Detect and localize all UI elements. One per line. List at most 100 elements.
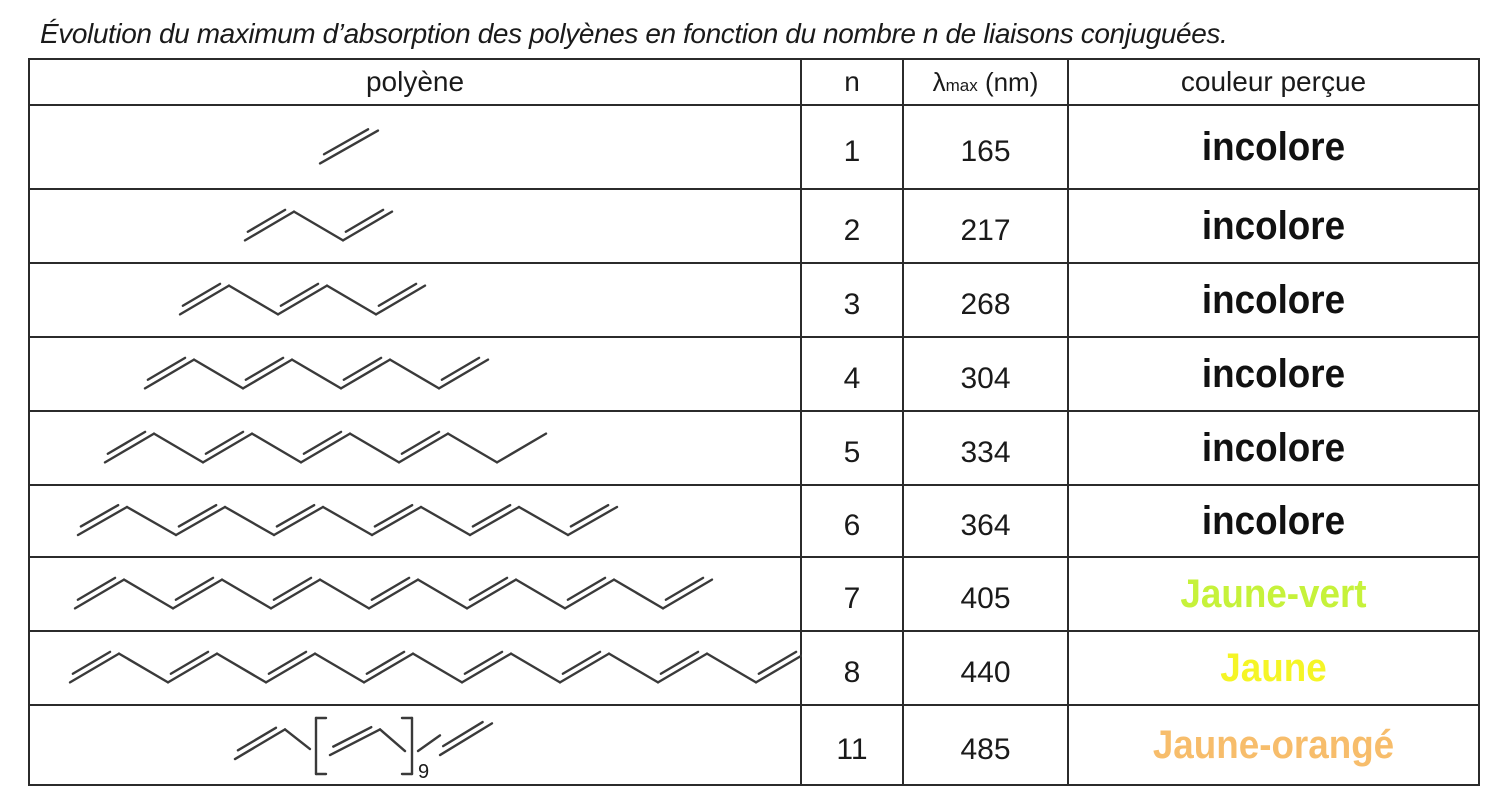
double-bond bbox=[76, 505, 129, 537]
lambda-unit: (nm) bbox=[977, 66, 1039, 97]
double-bond bbox=[269, 578, 322, 610]
lambda-symbol: λ bbox=[932, 66, 946, 97]
double-bond bbox=[463, 650, 504, 675]
double-bond bbox=[659, 650, 700, 675]
header-row: polyène n λmax (nm) couleur perçue bbox=[28, 58, 1480, 106]
polyene-structure bbox=[28, 104, 802, 190]
single-bond bbox=[283, 728, 312, 751]
polyene-structure-drawing bbox=[103, 430, 548, 464]
double-bond bbox=[339, 358, 392, 390]
double-bond bbox=[332, 725, 373, 748]
cell-lambda-max: 304 bbox=[902, 336, 1069, 412]
double-bond bbox=[460, 652, 513, 684]
double-bond bbox=[322, 128, 370, 156]
double-bond bbox=[373, 503, 414, 528]
single-bond bbox=[290, 358, 343, 390]
double-bond bbox=[661, 578, 714, 610]
double-bond bbox=[174, 576, 215, 601]
single-bond bbox=[125, 505, 178, 537]
single-bond bbox=[388, 358, 441, 390]
double-bond bbox=[103, 432, 156, 464]
cell-n: 1 bbox=[800, 104, 904, 190]
double-bond bbox=[143, 358, 196, 390]
table-row: 9 11 485 Jaune-orangé bbox=[28, 704, 1479, 786]
cell-lambda-max: 334 bbox=[902, 410, 1069, 486]
double-bond bbox=[246, 208, 287, 233]
double-bond bbox=[76, 576, 117, 601]
cell-lambda-max: 364 bbox=[902, 484, 1069, 558]
double-bond bbox=[241, 358, 294, 390]
double-bond bbox=[362, 652, 415, 684]
single-bond bbox=[250, 432, 303, 464]
double-bond bbox=[370, 576, 411, 601]
single-bond bbox=[514, 578, 567, 610]
polyene-structure-drawing bbox=[73, 576, 714, 610]
single-bond bbox=[313, 652, 366, 684]
cell-lambda-max: 440 bbox=[902, 630, 1069, 706]
polyene-structure-drawing bbox=[243, 208, 394, 242]
cell-couleur: Jaune-vert bbox=[1083, 556, 1464, 632]
double-bond bbox=[279, 282, 320, 307]
cell-n: 4 bbox=[800, 336, 904, 412]
cell-couleur: incolore bbox=[1083, 104, 1464, 190]
table-row: 2 217 incolore bbox=[28, 188, 1479, 264]
double-bond bbox=[275, 503, 316, 528]
double-bond bbox=[276, 284, 329, 316]
cell-lambda-max: 485 bbox=[902, 704, 1069, 786]
polyene-structure bbox=[28, 556, 802, 632]
polyene-structure-drawing bbox=[76, 503, 619, 537]
single-bond bbox=[192, 358, 245, 390]
cell-lambda-max: 268 bbox=[902, 262, 1069, 338]
cell-n: 8 bbox=[800, 630, 904, 706]
double-bond bbox=[146, 356, 187, 381]
double-bond bbox=[299, 432, 352, 464]
double-bond bbox=[754, 653, 802, 684]
single-bond bbox=[321, 505, 374, 537]
cell-n: 11 bbox=[800, 704, 904, 786]
double-bond bbox=[397, 432, 450, 464]
double-bond bbox=[302, 430, 343, 455]
repeat-subscript: 9 bbox=[418, 761, 429, 783]
polyene-structure-drawing bbox=[178, 282, 427, 316]
cell-n: 6 bbox=[800, 484, 904, 558]
header-n: n bbox=[800, 58, 904, 106]
table-row: 7 405 Jaune-vert bbox=[28, 556, 1479, 632]
double-bond bbox=[236, 726, 278, 752]
polyene-structure-drawing bbox=[318, 128, 380, 165]
polyene-structure-drawing bbox=[143, 356, 490, 390]
single-bond bbox=[419, 505, 472, 537]
double-bond bbox=[318, 129, 380, 165]
single-bond bbox=[607, 652, 660, 684]
double-bond bbox=[441, 720, 484, 748]
double-bond bbox=[341, 210, 394, 242]
table-row: 6 364 incolore bbox=[28, 484, 1479, 558]
double-bond bbox=[367, 578, 420, 610]
polyene-structure bbox=[28, 484, 802, 558]
single-bond bbox=[227, 284, 280, 316]
table-row: 8 440 Jaune bbox=[28, 630, 1479, 706]
single-bond bbox=[517, 505, 570, 537]
double-bond bbox=[569, 503, 610, 528]
cell-lambda-max: 217 bbox=[902, 188, 1069, 264]
single-bond bbox=[325, 284, 378, 316]
single-bond bbox=[215, 652, 268, 684]
double-bond bbox=[365, 650, 406, 675]
single-bond bbox=[318, 578, 371, 610]
single-bond bbox=[509, 652, 562, 684]
double-bond bbox=[244, 356, 285, 381]
double-bond bbox=[468, 505, 521, 537]
double-bond bbox=[664, 576, 705, 601]
polyene-structure bbox=[28, 262, 802, 338]
polyene-structure bbox=[28, 188, 802, 264]
table-row: 4 304 incolore bbox=[28, 336, 1479, 412]
single-bond bbox=[612, 578, 665, 610]
single-bond bbox=[223, 505, 276, 537]
single-bond bbox=[220, 578, 273, 610]
header-couleur: couleur perçue bbox=[1067, 58, 1480, 106]
table-row: 1 165 incolore bbox=[28, 104, 1479, 190]
cell-n: 7 bbox=[800, 556, 904, 632]
cell-couleur: incolore bbox=[1083, 336, 1464, 412]
double-bond bbox=[171, 578, 224, 610]
polyene-structure bbox=[28, 630, 802, 706]
cell-n: 2 bbox=[800, 188, 904, 264]
